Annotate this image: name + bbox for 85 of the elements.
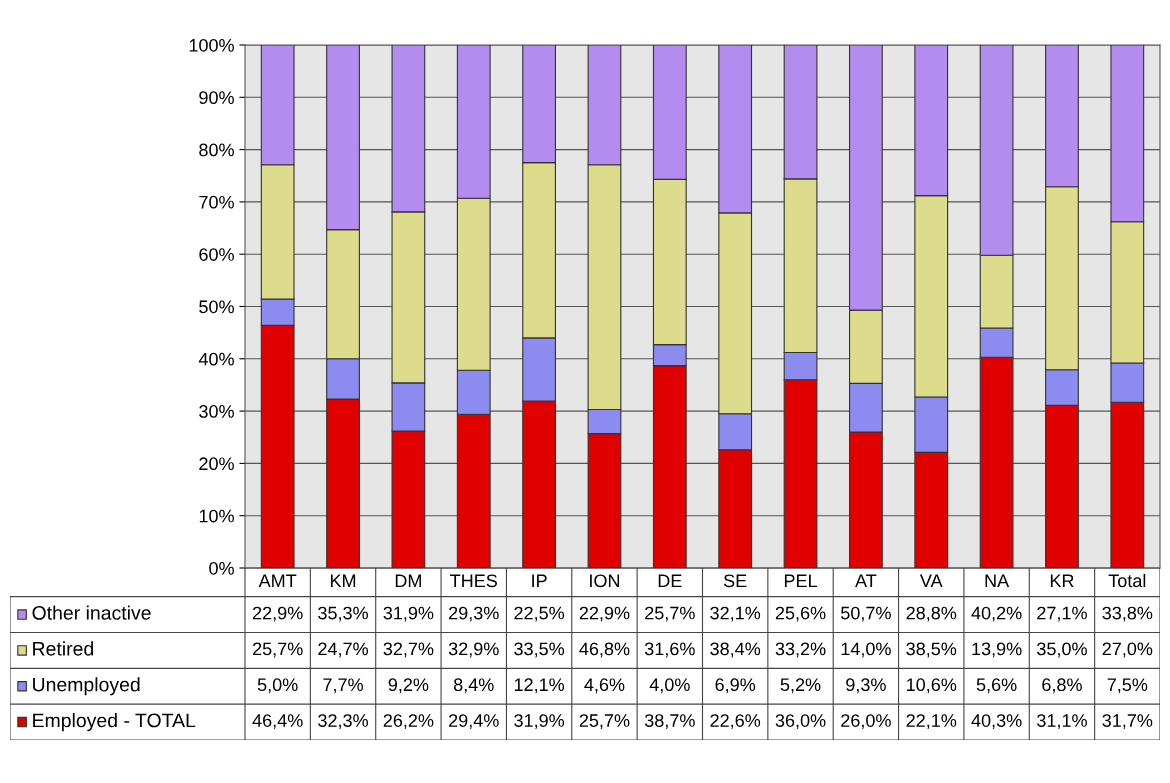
x-tick-label: NA [985, 574, 1010, 587]
data-label: 25,7% [645, 606, 695, 622]
data-label: 36,0% [775, 714, 826, 730]
data-label: 29,3% [449, 606, 499, 622]
data-label: 31,7% [1102, 714, 1153, 730]
data-label: 5,0% [257, 678, 298, 694]
legend-label: Retired [33, 641, 93, 656]
data-label: 35,0% [1037, 642, 1087, 658]
data-label: 10,6% [907, 678, 957, 694]
data-label: 9,3% [846, 678, 886, 694]
y-tick-label: 100% [189, 38, 234, 52]
y-tick-label: 30% [199, 405, 234, 418]
x-tick-label: ION [590, 574, 620, 588]
data-label: 22,9% [252, 606, 303, 622]
y-tick-label: 20% [199, 457, 234, 471]
data-label: 31,9% [383, 606, 434, 622]
data-label: 27,0% [1102, 642, 1153, 658]
x-tick-label: AT [855, 574, 877, 587]
data-label: 35,3% [318, 606, 368, 622]
data-label: 14,0% [841, 642, 891, 658]
y-tick-label: 70% [199, 195, 234, 209]
data-label: 33,2% [775, 642, 826, 658]
x-tick-label: THES [450, 574, 497, 588]
data-label: 46,8% [579, 642, 630, 658]
x-tick-label: IP [532, 574, 547, 587]
data-label: 22,5% [514, 606, 565, 622]
data-label: 31,6% [644, 642, 695, 658]
x-tick-label: DM [395, 574, 421, 587]
data-label: 25,7% [252, 642, 303, 658]
data-label: 29,4% [449, 714, 499, 730]
x-tick-label: PEL [784, 574, 817, 587]
data-label: 22,9% [579, 606, 630, 622]
x-tick-label: Total [1108, 573, 1146, 588]
data-label: 32,3% [318, 714, 368, 730]
data-label: 33,5% [514, 642, 565, 658]
data-label: 40,2% [971, 606, 1022, 622]
data-label: 31,1% [1037, 714, 1087, 730]
data-label: 7,7% [323, 678, 363, 694]
x-tick-label: KM [330, 574, 356, 587]
data-label: 33,8% [1102, 606, 1153, 622]
data-label: 25,7% [579, 714, 630, 730]
data-label: 38,7% [644, 714, 695, 730]
data-label: 27,1% [1037, 606, 1087, 622]
y-tick-label: 50% [199, 300, 234, 314]
data-label: 7,5% [1107, 678, 1148, 694]
x-tick-label: AMT [258, 574, 297, 587]
y-tick-label: 40% [198, 352, 234, 366]
data-label: 38,5% [906, 642, 957, 658]
data-label: 5,6% [976, 678, 1017, 694]
data-label: 6,9% [715, 678, 756, 694]
data-label: 13,9% [972, 642, 1022, 658]
data-label: 32,7% [383, 642, 434, 658]
data-label: 12,1% [514, 678, 565, 694]
legend-label: Other inactive [32, 605, 151, 620]
data-label: 26,0% [841, 714, 891, 730]
legend-label: Employed - TOTAL [33, 713, 196, 732]
data-label: 26,2% [383, 714, 434, 730]
data-label: 24,7% [318, 642, 368, 658]
data-label: 38,4% [710, 642, 761, 658]
data-label: 40,3% [971, 714, 1022, 730]
data-label: 31,9% [514, 714, 565, 730]
y-tick-label: 80% [199, 143, 234, 157]
data-label: 6,8% [1042, 678, 1082, 694]
data-label: 32,9% [448, 642, 499, 658]
legend-label: Unemployed [33, 677, 140, 696]
y-tick-label: 60% [199, 248, 234, 261]
data-label: 4,6% [584, 678, 625, 694]
data-label: 5,2% [780, 678, 821, 694]
x-tick-label: SE [723, 574, 747, 588]
data-label: 46,4% [252, 714, 303, 730]
data-label: 50,7% [841, 606, 891, 622]
data-label: 32,1% [710, 606, 761, 622]
x-tick-label: KR [1050, 574, 1074, 587]
data-label: 8,4% [453, 678, 494, 694]
y-tick-label: 90% [199, 91, 234, 105]
x-tick-label: DE [658, 574, 682, 587]
x-tick-label: VA [919, 574, 943, 587]
data-label: 9,2% [388, 678, 429, 694]
data-label: 22,1% [906, 714, 957, 730]
data-label: 4,0% [649, 678, 690, 694]
data-label: 28,8% [906, 606, 957, 622]
y-tick-label: 0% [209, 561, 234, 575]
data-label: 22,6% [710, 714, 761, 730]
data-label: 25,6% [775, 606, 826, 622]
y-tick-label: 10% [199, 509, 234, 523]
